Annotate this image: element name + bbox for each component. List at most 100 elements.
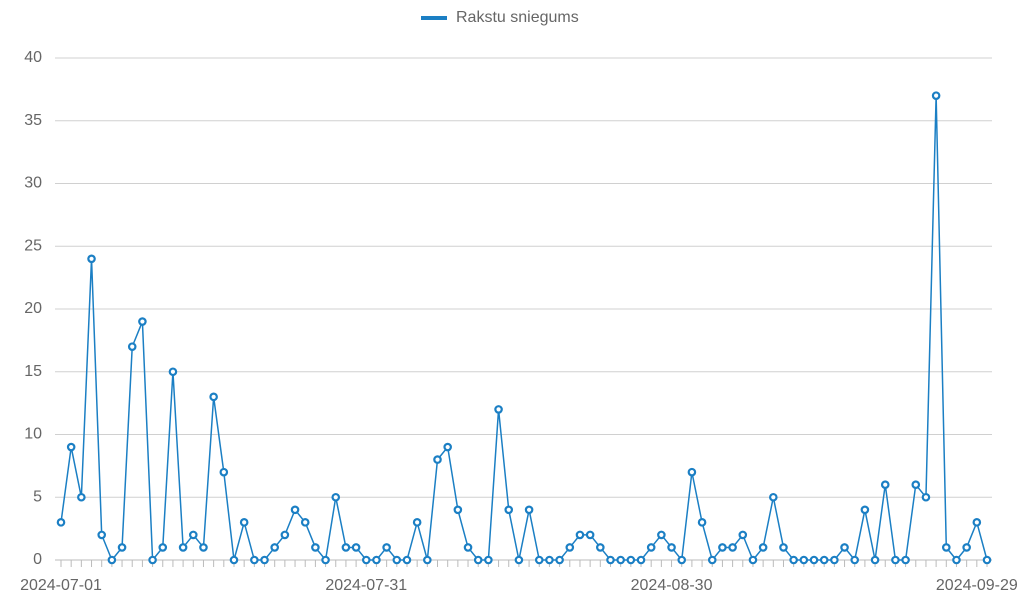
data-point xyxy=(738,530,748,540)
y-tick-label: 10 xyxy=(24,426,42,443)
data-point xyxy=(331,492,341,502)
data-point xyxy=(534,555,544,565)
data-point xyxy=(158,543,168,552)
data-point xyxy=(931,91,941,100)
data-point xyxy=(117,543,127,552)
data-point xyxy=(697,518,707,527)
data-point xyxy=(382,543,391,552)
data-point xyxy=(850,555,860,565)
data-point xyxy=(901,555,910,565)
data-point xyxy=(626,555,636,565)
data-point xyxy=(769,492,778,502)
data-point xyxy=(657,530,666,540)
data-point xyxy=(962,543,971,552)
x-tick-label: 2024-08-30 xyxy=(631,577,713,594)
data-point xyxy=(341,543,351,552)
data-point xyxy=(402,555,412,565)
data-point xyxy=(321,555,330,565)
y-tick-label: 40 xyxy=(24,49,42,66)
data-point xyxy=(188,530,198,540)
data-point xyxy=(718,543,727,552)
data-point xyxy=(443,442,452,452)
x-tick-label: 2024-09-29 xyxy=(936,577,1018,594)
data-point xyxy=(250,555,259,565)
data-point xyxy=(77,492,86,502)
data-point xyxy=(372,555,381,565)
data-point xyxy=(707,555,717,565)
data-point xyxy=(270,543,279,552)
data-point xyxy=(891,555,900,565)
data-point xyxy=(178,543,188,552)
data-point xyxy=(484,555,493,565)
y-tick-label: 0 xyxy=(33,551,42,568)
data-point xyxy=(148,555,157,565)
data-point xyxy=(280,530,290,540)
y-tick-label: 5 xyxy=(33,488,42,505)
data-point xyxy=(565,543,575,552)
x-tick-label: 2024-07-01 xyxy=(20,577,102,594)
y-tick-label: 25 xyxy=(24,237,42,254)
data-point xyxy=(97,530,107,540)
data-point xyxy=(616,555,625,565)
data-point xyxy=(646,543,656,552)
data-point xyxy=(87,254,96,264)
data-point xyxy=(209,392,218,402)
data-point xyxy=(351,543,361,552)
data-point xyxy=(952,555,961,565)
data-point xyxy=(779,543,788,552)
data-point xyxy=(880,480,890,490)
data-point xyxy=(545,555,554,565)
data-point xyxy=(687,467,697,477)
data-point xyxy=(585,530,595,540)
data-point xyxy=(911,480,921,490)
data-point xyxy=(107,555,117,565)
data-point xyxy=(463,543,473,552)
data-point xyxy=(494,405,503,414)
data-point xyxy=(575,530,585,540)
legend-label: Rakstu sniegums xyxy=(456,9,579,26)
data-point xyxy=(56,518,66,527)
data-point xyxy=(606,555,615,565)
data-point xyxy=(392,555,402,565)
data-point xyxy=(667,543,676,552)
data-point xyxy=(819,555,829,565)
data-point xyxy=(941,543,951,552)
data-point xyxy=(840,543,849,552)
data-point xyxy=(361,555,371,565)
data-point xyxy=(229,555,239,565)
data-point xyxy=(758,543,768,552)
data-point xyxy=(473,555,483,565)
data-point xyxy=(453,505,463,515)
data-point xyxy=(311,543,320,552)
data-point xyxy=(830,555,839,565)
y-tick-label: 20 xyxy=(24,300,42,317)
data-point xyxy=(555,555,564,565)
data-point xyxy=(433,455,442,464)
data-point xyxy=(514,555,524,565)
data-point xyxy=(412,518,422,527)
data-point xyxy=(870,555,880,565)
data-point xyxy=(809,555,819,565)
y-tick-label: 35 xyxy=(24,112,42,129)
data-point xyxy=(524,505,534,515)
data-point xyxy=(66,442,76,452)
data-point xyxy=(168,367,178,377)
data-point xyxy=(982,555,992,565)
data-point xyxy=(199,543,208,552)
data-point xyxy=(138,317,147,326)
data-point xyxy=(300,518,310,527)
data-point xyxy=(127,342,137,351)
x-tick-label: 2024-07-31 xyxy=(325,577,407,594)
data-point xyxy=(239,518,249,527)
y-tick-label: 30 xyxy=(24,175,42,192)
y-tick-label: 15 xyxy=(24,363,42,380)
data-point xyxy=(799,555,809,565)
data-point xyxy=(972,518,982,527)
data-point xyxy=(677,555,687,565)
data-point xyxy=(921,492,931,502)
data-point xyxy=(728,543,737,552)
data-point xyxy=(748,555,758,565)
data-point xyxy=(290,505,300,515)
data-point xyxy=(860,505,870,515)
